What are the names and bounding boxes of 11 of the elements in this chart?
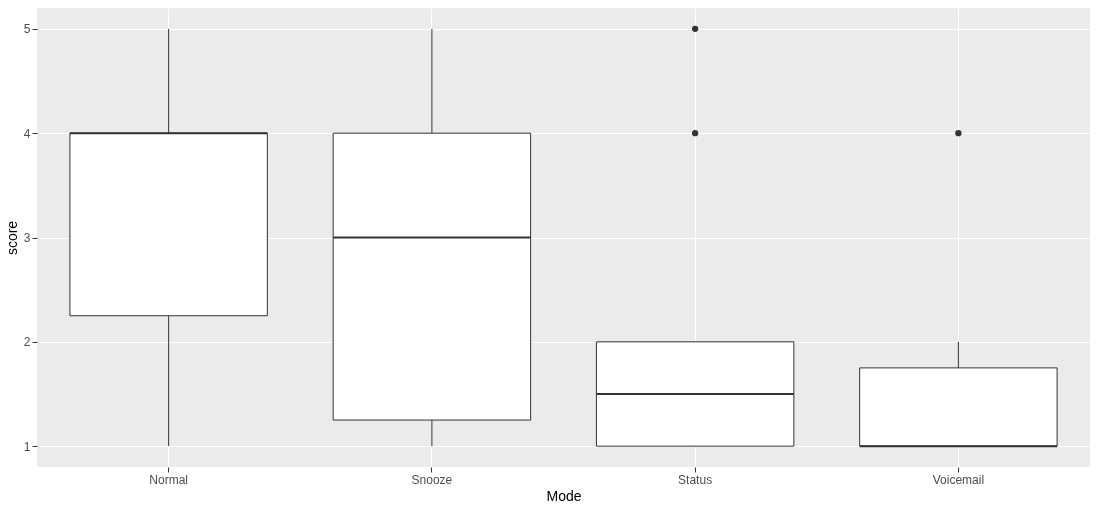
x-tick-label: Status (678, 472, 713, 487)
x-tick-label: Snooze (411, 472, 453, 487)
y-tick-label: 2 (23, 335, 31, 350)
x-tick-label: Normal (149, 472, 188, 487)
y-tick-label: 4 (23, 126, 31, 141)
x-tick-label: Voicemail (932, 472, 985, 487)
y-tick-label: 5 (23, 22, 31, 37)
x-axis-title: Mode (546, 487, 582, 504)
y-axis-title: score (3, 220, 20, 256)
y-tick-label: 3 (23, 231, 31, 245)
y-tick-label: 1 (23, 439, 31, 454)
